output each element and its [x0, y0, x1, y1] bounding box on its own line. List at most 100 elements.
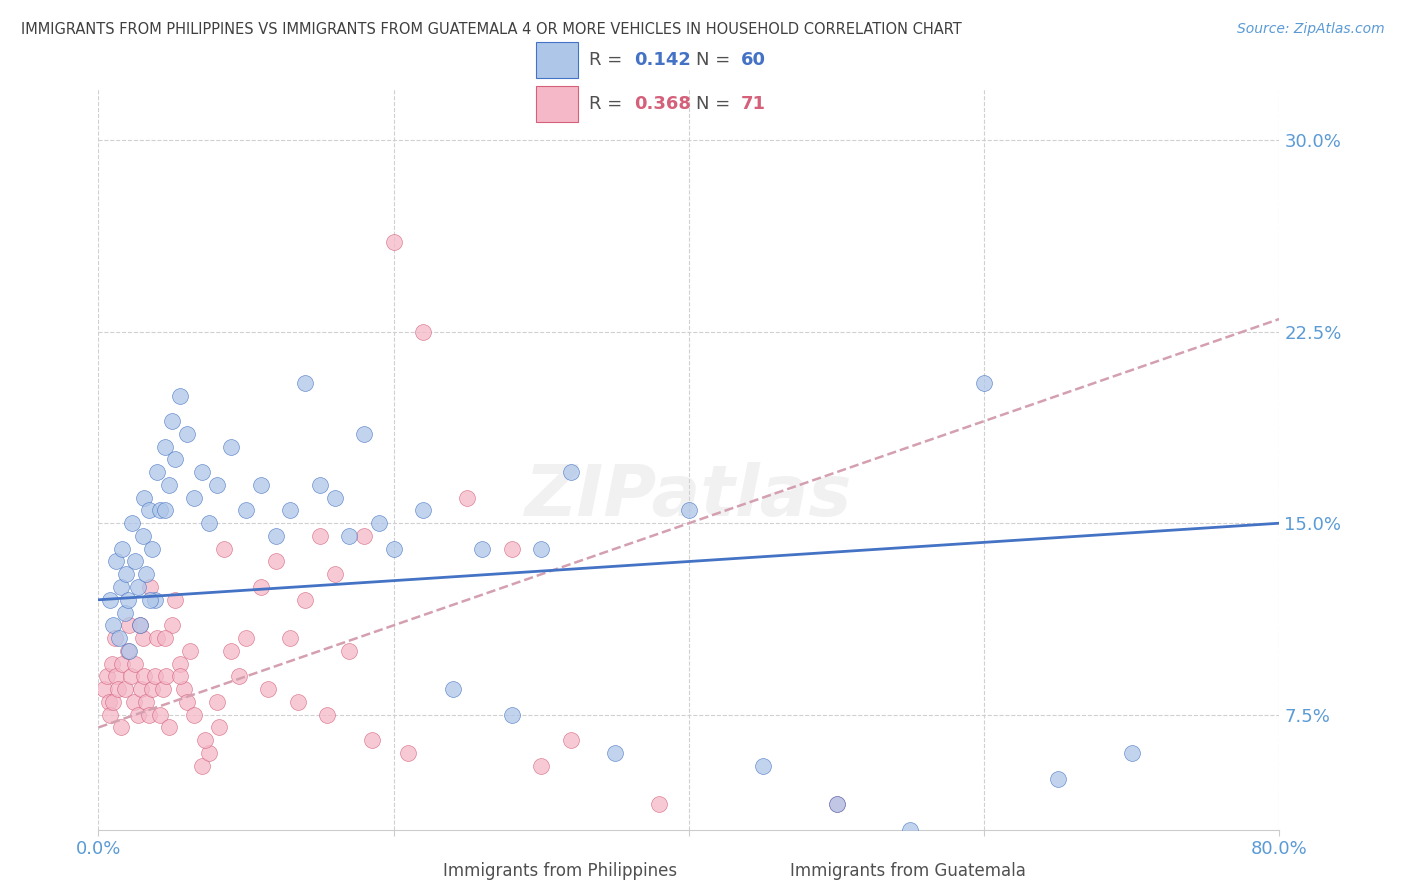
- Point: [250, 478, 273, 492]
- Point: [198, 516, 221, 531]
- Point: [115, 567, 138, 582]
- Point: [165, 592, 187, 607]
- Point: [398, 746, 420, 760]
- Point: [141, 541, 163, 556]
- Point: [169, 388, 191, 402]
- Point: [382, 235, 405, 250]
- Point: [353, 426, 375, 441]
- Point: [134, 669, 156, 683]
- Point: [108, 631, 131, 645]
- Point: [1121, 746, 1143, 760]
- Point: [169, 669, 191, 683]
- Point: [257, 682, 280, 697]
- Point: [360, 733, 382, 747]
- Point: [825, 797, 848, 811]
- Point: [97, 695, 120, 709]
- Point: [294, 376, 316, 390]
- Point: [111, 541, 134, 556]
- Text: IMMIGRANTS FROM PHILIPPINES VS IMMIGRANTS FROM GUATEMALA 4 OR MORE VEHICLES IN H: IMMIGRANTS FROM PHILIPPINES VS IMMIGRANT…: [21, 22, 962, 37]
- Point: [138, 707, 160, 722]
- Point: [294, 592, 316, 607]
- Point: [183, 491, 205, 505]
- Point: [339, 529, 361, 543]
- Point: [114, 606, 136, 620]
- Point: [280, 503, 302, 517]
- Text: 71: 71: [741, 95, 766, 113]
- Point: [132, 631, 155, 645]
- Point: [228, 669, 250, 683]
- Point: [118, 618, 141, 632]
- Point: [530, 758, 553, 772]
- Point: [111, 657, 134, 671]
- Point: [124, 554, 146, 568]
- Point: [105, 669, 128, 683]
- Point: [157, 721, 180, 735]
- Point: [157, 478, 180, 492]
- Point: [127, 580, 149, 594]
- Text: 60: 60: [741, 51, 766, 69]
- Point: [825, 797, 848, 811]
- Text: Source: ZipAtlas.com: Source: ZipAtlas.com: [1237, 22, 1385, 37]
- Point: [103, 695, 125, 709]
- Point: [110, 580, 132, 594]
- Text: Immigrants from Guatemala: Immigrants from Guatemala: [790, 863, 1026, 880]
- Point: [128, 618, 150, 632]
- Point: [205, 695, 228, 709]
- Point: [205, 478, 228, 492]
- Point: [100, 657, 122, 671]
- Point: [98, 707, 121, 722]
- Text: N =: N =: [696, 51, 735, 69]
- Point: [309, 478, 332, 492]
- Point: [973, 376, 995, 390]
- Bar: [536, 42, 578, 78]
- Point: [183, 707, 205, 722]
- Point: [162, 618, 183, 632]
- Point: [117, 592, 139, 607]
- Point: [605, 746, 627, 760]
- Point: [103, 618, 125, 632]
- Point: [135, 695, 157, 709]
- Point: [132, 529, 155, 543]
- Point: [138, 503, 160, 517]
- Point: [191, 465, 214, 479]
- Point: [471, 541, 494, 556]
- Point: [179, 644, 201, 658]
- Point: [560, 465, 582, 479]
- Point: [143, 592, 166, 607]
- Point: [560, 733, 582, 747]
- Text: N =: N =: [696, 95, 735, 113]
- Point: [107, 682, 129, 697]
- Point: [122, 695, 145, 709]
- Point: [143, 669, 166, 683]
- Point: [129, 682, 152, 697]
- Point: [141, 682, 163, 697]
- Text: Immigrants from Philippines: Immigrants from Philippines: [443, 863, 678, 880]
- Point: [153, 440, 176, 454]
- Point: [135, 567, 157, 582]
- Point: [382, 541, 405, 556]
- Bar: [536, 87, 578, 122]
- Point: [678, 503, 700, 517]
- Point: [139, 592, 162, 607]
- Point: [173, 682, 195, 697]
- Point: [134, 491, 156, 505]
- Point: [146, 631, 169, 645]
- Point: [98, 592, 121, 607]
- Point: [139, 580, 162, 594]
- Point: [353, 529, 375, 543]
- Point: [191, 758, 214, 772]
- Point: [1047, 772, 1070, 786]
- Point: [176, 695, 198, 709]
- Point: [149, 503, 172, 517]
- Point: [110, 721, 132, 735]
- Point: [368, 516, 391, 531]
- Point: [120, 669, 142, 683]
- Point: [124, 657, 146, 671]
- Point: [93, 682, 115, 697]
- Point: [121, 516, 143, 531]
- Point: [117, 644, 139, 658]
- Point: [323, 567, 346, 582]
- Text: R =: R =: [589, 51, 628, 69]
- Point: [96, 669, 118, 683]
- Point: [127, 707, 149, 722]
